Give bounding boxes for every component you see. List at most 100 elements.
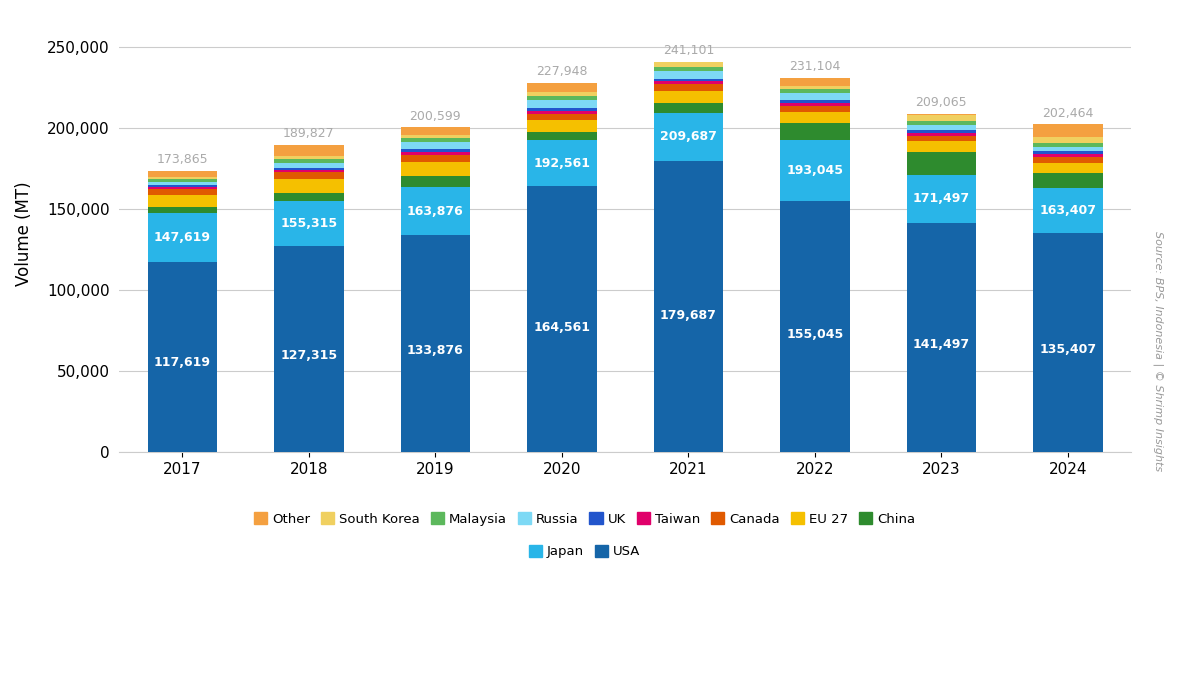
Bar — [148, 207, 217, 213]
Bar — [906, 136, 976, 141]
Legend: Japan, USA: Japan, USA — [523, 540, 646, 564]
Bar — [148, 182, 217, 185]
Text: 227,948: 227,948 — [536, 65, 588, 78]
Bar — [654, 91, 724, 103]
Bar — [401, 176, 470, 187]
Bar — [274, 163, 343, 167]
Bar — [780, 93, 850, 100]
Bar — [401, 149, 470, 153]
Bar — [1033, 188, 1103, 233]
Bar — [401, 142, 470, 149]
Bar — [906, 141, 976, 152]
Bar — [527, 100, 596, 108]
Bar — [654, 68, 724, 72]
Bar — [906, 115, 976, 121]
Bar — [274, 170, 343, 172]
Text: 241,101: 241,101 — [662, 44, 714, 57]
Bar — [148, 189, 217, 195]
Bar — [274, 246, 343, 452]
Bar — [148, 185, 217, 187]
Bar — [527, 92, 596, 96]
Bar — [274, 179, 343, 192]
Bar — [906, 133, 976, 136]
Bar — [780, 124, 850, 140]
Bar — [527, 96, 596, 100]
Text: 192,561: 192,561 — [533, 157, 590, 169]
Bar — [274, 192, 343, 200]
Text: Source: BPS, Indonesia | © Shrimp Insights: Source: BPS, Indonesia | © Shrimp Insigh… — [1153, 231, 1163, 471]
Bar — [654, 103, 724, 113]
Bar — [1033, 173, 1103, 188]
Bar — [1033, 163, 1103, 173]
Bar — [401, 187, 470, 236]
Bar — [148, 195, 217, 207]
Text: 202,464: 202,464 — [1042, 107, 1093, 119]
Bar — [780, 140, 850, 201]
Bar — [780, 103, 850, 105]
Text: 155,045: 155,045 — [786, 328, 844, 341]
Bar — [654, 72, 724, 78]
Bar — [401, 135, 470, 138]
Y-axis label: Volume (MT): Volume (MT) — [14, 182, 34, 286]
Bar — [906, 121, 976, 125]
Bar — [780, 86, 850, 89]
Bar — [906, 223, 976, 452]
Bar — [654, 113, 724, 161]
Bar — [1033, 233, 1103, 452]
Bar — [780, 201, 850, 452]
Bar — [527, 120, 596, 132]
Text: 117,619: 117,619 — [154, 356, 211, 369]
Bar — [148, 177, 217, 180]
Bar — [527, 111, 596, 113]
Text: 155,315: 155,315 — [281, 217, 337, 230]
Bar — [401, 153, 470, 155]
Bar — [780, 112, 850, 124]
Bar — [780, 89, 850, 93]
Bar — [1033, 154, 1103, 157]
Bar — [527, 186, 596, 452]
Bar — [654, 78, 724, 82]
Bar — [401, 236, 470, 452]
Bar — [654, 82, 724, 84]
Bar — [906, 175, 976, 223]
Bar — [274, 167, 343, 170]
Bar — [906, 125, 976, 130]
Text: 141,497: 141,497 — [913, 338, 970, 351]
Bar — [274, 200, 343, 246]
Bar — [527, 132, 596, 140]
Bar — [148, 187, 217, 189]
Bar — [1033, 124, 1103, 137]
Text: 164,561: 164,561 — [533, 321, 590, 333]
Text: 163,876: 163,876 — [407, 205, 463, 217]
Bar — [654, 161, 724, 452]
Text: 209,065: 209,065 — [916, 96, 967, 109]
Bar — [401, 155, 470, 162]
Bar — [906, 113, 976, 115]
Bar — [401, 162, 470, 176]
Bar — [274, 156, 343, 159]
Bar — [780, 105, 850, 112]
Bar — [274, 172, 343, 179]
Bar — [148, 213, 217, 262]
Bar — [1033, 143, 1103, 147]
Bar — [906, 130, 976, 133]
Text: 179,687: 179,687 — [660, 309, 716, 322]
Text: 147,619: 147,619 — [154, 231, 211, 244]
Text: 133,876: 133,876 — [407, 344, 463, 357]
Text: 135,407: 135,407 — [1039, 343, 1097, 356]
Text: 200,599: 200,599 — [409, 109, 461, 123]
Bar — [274, 159, 343, 163]
Bar — [527, 108, 596, 111]
Bar — [1033, 137, 1103, 143]
Text: 173,865: 173,865 — [157, 153, 209, 166]
Text: 231,104: 231,104 — [790, 60, 840, 73]
Bar — [1033, 157, 1103, 163]
Bar — [654, 84, 724, 91]
Text: 189,827: 189,827 — [283, 127, 335, 140]
Bar — [148, 180, 217, 182]
Bar — [401, 138, 470, 142]
Text: 193,045: 193,045 — [786, 164, 844, 177]
Bar — [780, 100, 850, 103]
Bar — [780, 78, 850, 86]
Bar — [1033, 151, 1103, 154]
